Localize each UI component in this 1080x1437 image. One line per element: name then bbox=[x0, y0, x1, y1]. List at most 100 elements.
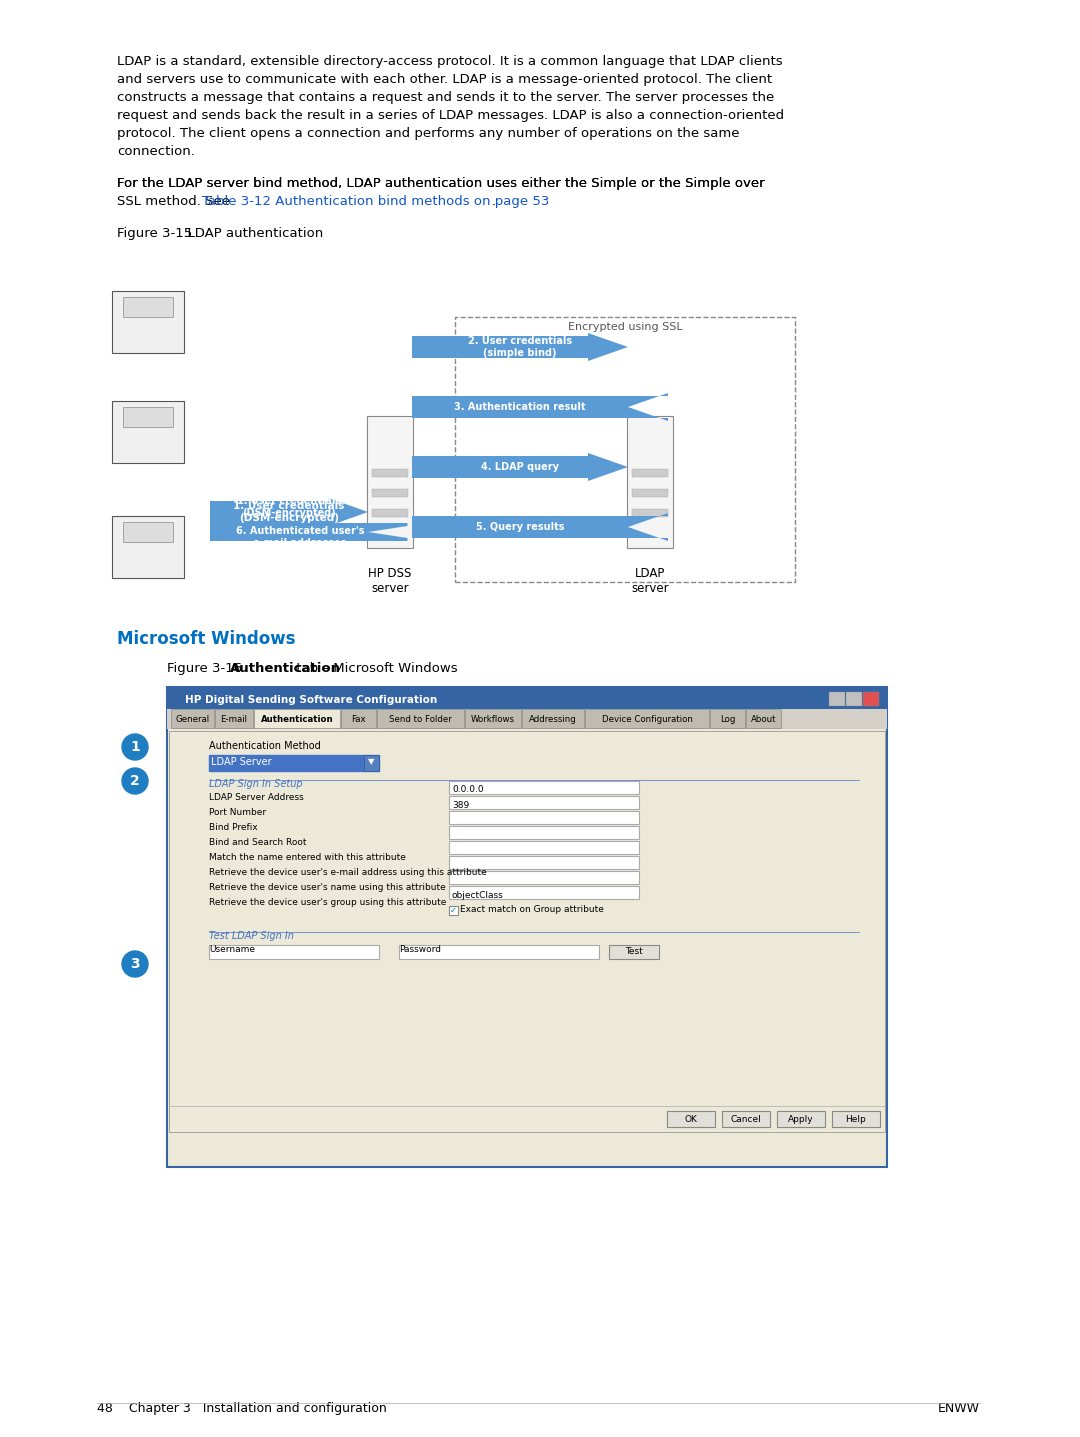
Text: LDAP is a standard, extensible directory-access protocol. It is a common languag: LDAP is a standard, extensible directory… bbox=[117, 55, 783, 68]
Text: 1. User credentials
(DSM-encrypted): 1. User credentials (DSM-encrypted) bbox=[233, 502, 345, 523]
Text: LDAP Sign In Setup: LDAP Sign In Setup bbox=[210, 779, 302, 789]
Text: connection.: connection. bbox=[117, 145, 194, 158]
Text: Log: Log bbox=[719, 714, 735, 723]
Polygon shape bbox=[210, 499, 368, 526]
Text: Workflows: Workflows bbox=[471, 714, 515, 723]
Text: 1. User credentials
(DSM-encrypted): 1. User credentials (DSM-encrypted) bbox=[237, 496, 341, 517]
Text: LDAP Server: LDAP Server bbox=[211, 757, 272, 767]
FancyBboxPatch shape bbox=[449, 796, 639, 809]
Text: Password: Password bbox=[399, 946, 441, 954]
FancyBboxPatch shape bbox=[723, 1111, 770, 1127]
Bar bbox=[372, 509, 408, 517]
FancyBboxPatch shape bbox=[710, 708, 745, 729]
Polygon shape bbox=[411, 513, 669, 540]
Text: request and sends back the result in a series of LDAP messages. LDAP is also a c: request and sends back the result in a s… bbox=[117, 109, 784, 122]
Text: constructs a message that contains a request and sends it to the server. The ser: constructs a message that contains a req… bbox=[117, 91, 774, 103]
FancyBboxPatch shape bbox=[522, 708, 584, 729]
Polygon shape bbox=[411, 392, 669, 421]
Bar bbox=[632, 468, 669, 477]
Text: objectClass: objectClass bbox=[453, 891, 503, 900]
Text: Test LDAP Sign In: Test LDAP Sign In bbox=[210, 931, 294, 941]
Text: Apply: Apply bbox=[788, 1115, 814, 1124]
FancyBboxPatch shape bbox=[449, 856, 639, 869]
Bar bbox=[846, 693, 862, 706]
Text: Figure 3-15: Figure 3-15 bbox=[117, 227, 192, 240]
Text: ENWW: ENWW bbox=[939, 1403, 980, 1415]
Text: HP DSS
server: HP DSS server bbox=[368, 568, 411, 595]
FancyBboxPatch shape bbox=[609, 946, 659, 958]
FancyBboxPatch shape bbox=[367, 415, 413, 547]
Text: 1: 1 bbox=[130, 740, 140, 754]
FancyBboxPatch shape bbox=[210, 946, 379, 958]
FancyBboxPatch shape bbox=[254, 708, 340, 729]
Text: LDAP authentication: LDAP authentication bbox=[179, 227, 323, 240]
Text: ✓: ✓ bbox=[450, 905, 457, 915]
Bar bbox=[632, 489, 669, 497]
Text: Addressing: Addressing bbox=[529, 714, 577, 723]
Text: E-mail: E-mail bbox=[220, 714, 247, 723]
Text: 3. Authentication result: 3. Authentication result bbox=[455, 402, 585, 412]
Text: For the LDAP server bind method, LDAP authentication uses either the Simple or t: For the LDAP server bind method, LDAP au… bbox=[117, 177, 765, 190]
Text: LDAP Server Address: LDAP Server Address bbox=[210, 793, 303, 802]
Text: SSL method. See: SSL method. See bbox=[117, 195, 234, 208]
FancyBboxPatch shape bbox=[585, 708, 708, 729]
Text: 2: 2 bbox=[130, 775, 140, 787]
Circle shape bbox=[122, 734, 148, 760]
Text: 0.0.0.0: 0.0.0.0 bbox=[453, 786, 484, 795]
Text: Bind and Search Root: Bind and Search Root bbox=[210, 838, 307, 846]
Text: OK: OK bbox=[685, 1115, 698, 1124]
FancyBboxPatch shape bbox=[449, 780, 639, 795]
FancyBboxPatch shape bbox=[449, 871, 639, 884]
Text: Port Number: Port Number bbox=[210, 808, 266, 818]
Text: LDAP
server: LDAP server bbox=[631, 568, 669, 595]
Text: and servers use to communicate with each other. LDAP is a message-oriented proto: and servers use to communicate with each… bbox=[117, 73, 772, 86]
FancyBboxPatch shape bbox=[777, 1111, 825, 1127]
FancyBboxPatch shape bbox=[364, 754, 379, 772]
Bar bbox=[829, 693, 845, 706]
FancyBboxPatch shape bbox=[341, 708, 377, 729]
Polygon shape bbox=[411, 333, 627, 361]
Bar bbox=[372, 489, 408, 497]
Text: Device Configuration: Device Configuration bbox=[602, 714, 692, 723]
Text: .: . bbox=[492, 195, 496, 208]
FancyBboxPatch shape bbox=[449, 841, 639, 854]
FancyBboxPatch shape bbox=[112, 401, 184, 463]
FancyBboxPatch shape bbox=[465, 708, 521, 729]
Text: Authentication: Authentication bbox=[260, 714, 334, 723]
Polygon shape bbox=[411, 453, 627, 481]
Text: 6. Authenticated user's
e-mail addresses: 6. Authenticated user's e-mail addresses bbox=[235, 526, 364, 547]
Text: About: About bbox=[751, 714, 777, 723]
Text: Table 3-12 Authentication bind methods on page 53: Table 3-12 Authentication bind methods o… bbox=[202, 195, 550, 208]
FancyBboxPatch shape bbox=[377, 708, 464, 729]
Text: Bind Prefix: Bind Prefix bbox=[210, 823, 258, 832]
FancyBboxPatch shape bbox=[449, 887, 639, 900]
Bar bbox=[449, 905, 458, 915]
FancyBboxPatch shape bbox=[123, 407, 173, 427]
Text: Help: Help bbox=[846, 1115, 866, 1124]
FancyBboxPatch shape bbox=[167, 687, 887, 1167]
Text: 4. LDAP query: 4. LDAP query bbox=[481, 463, 559, 471]
Bar bbox=[863, 693, 879, 706]
FancyBboxPatch shape bbox=[627, 415, 673, 547]
Text: 48    Chapter 3   Installation and configuration: 48 Chapter 3 Installation and configurat… bbox=[97, 1403, 387, 1415]
FancyBboxPatch shape bbox=[123, 297, 173, 318]
Text: General: General bbox=[176, 714, 210, 723]
FancyBboxPatch shape bbox=[210, 754, 379, 772]
FancyBboxPatch shape bbox=[167, 708, 887, 729]
Text: Retrieve the device user's group using this attribute: Retrieve the device user's group using t… bbox=[210, 898, 446, 907]
Text: Authentication: Authentication bbox=[230, 662, 341, 675]
Text: Figure 3-16: Figure 3-16 bbox=[167, 662, 242, 675]
Text: 5. Query results: 5. Query results bbox=[476, 522, 564, 532]
FancyBboxPatch shape bbox=[168, 731, 885, 1132]
FancyBboxPatch shape bbox=[449, 810, 639, 823]
Polygon shape bbox=[210, 523, 407, 540]
Circle shape bbox=[122, 767, 148, 795]
FancyBboxPatch shape bbox=[171, 708, 215, 729]
FancyBboxPatch shape bbox=[112, 516, 184, 578]
Text: protocol. The client opens a connection and performs any number of operations on: protocol. The client opens a connection … bbox=[117, 126, 740, 139]
Text: Match the name entered with this attribute: Match the name entered with this attribu… bbox=[210, 854, 406, 862]
FancyBboxPatch shape bbox=[746, 708, 781, 729]
FancyBboxPatch shape bbox=[667, 1111, 715, 1127]
Text: HP Digital Sending Software Configuration: HP Digital Sending Software Configuratio… bbox=[185, 696, 437, 706]
FancyBboxPatch shape bbox=[399, 946, 599, 958]
